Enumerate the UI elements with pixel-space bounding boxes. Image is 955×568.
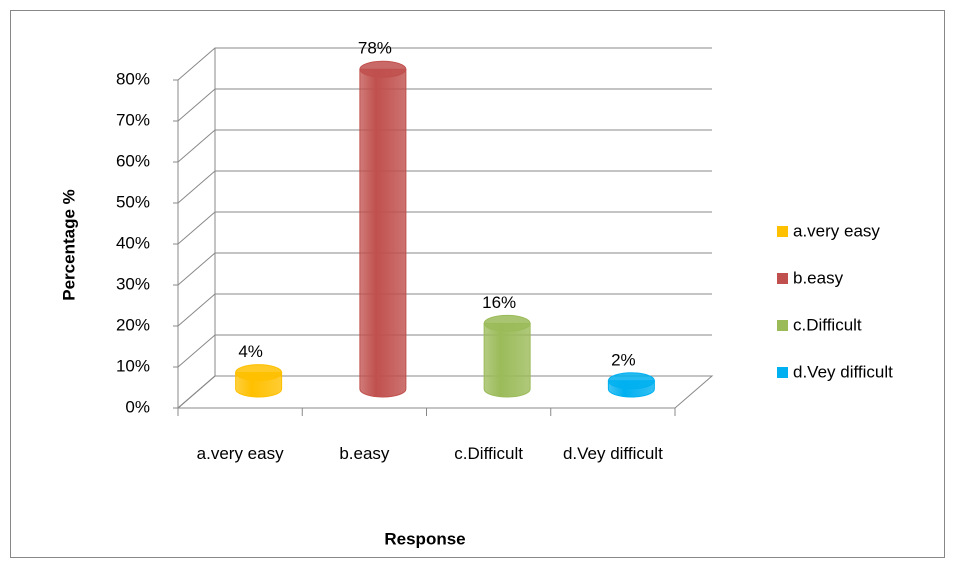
y-tick-label: 30%: [116, 274, 150, 293]
grid-line: [177, 211, 712, 245]
legend-label: d.Vey difficult: [793, 362, 893, 381]
legend-swatch: [777, 226, 788, 237]
y-tick-label: 0%: [125, 397, 150, 416]
x-tick-label: b.easy: [339, 444, 390, 463]
y-tick-label: 10%: [116, 356, 150, 375]
bar: [483, 322, 531, 398]
y-tick-label: 40%: [116, 233, 150, 252]
grid-line: [177, 375, 712, 409]
y-tick-label: 20%: [116, 315, 150, 334]
grid-line: [177, 88, 712, 122]
x-tick-label: d.Vey difficult: [562, 444, 663, 463]
x-tick-label: c.Difficult: [454, 444, 523, 463]
data-label: 2%: [611, 350, 636, 369]
data-label: 16%: [482, 293, 516, 312]
bar-top: [235, 364, 283, 382]
legend-swatch: [777, 273, 788, 284]
grid-line: [177, 334, 712, 368]
bar-top: [483, 314, 531, 332]
legend-swatch: [777, 367, 788, 378]
grid-line: [177, 170, 712, 204]
y-tick-label: 80%: [116, 69, 150, 88]
bar: [359, 68, 407, 398]
bar-top: [359, 60, 407, 78]
grid-line: [177, 47, 712, 81]
data-label: 4%: [238, 342, 263, 361]
grid-line: [177, 293, 712, 327]
legend-label: a.very easy: [793, 221, 880, 240]
y-axis-title: Percentage %: [59, 189, 78, 301]
legend-label: c.Difficult: [793, 315, 862, 334]
data-label: 78%: [358, 39, 392, 58]
grid-line: [177, 129, 712, 163]
bar-top: [607, 372, 655, 390]
grid-line: [177, 252, 712, 286]
y-tick-label: 60%: [116, 151, 150, 170]
y-tick-label: 50%: [116, 192, 150, 211]
y-tick-label: 70%: [116, 110, 150, 129]
legend-swatch: [777, 320, 788, 331]
x-tick-label: a.very easy: [196, 444, 284, 463]
legend-label: b.easy: [793, 268, 844, 287]
x-axis-title: Response: [384, 529, 465, 548]
chart-border: [10, 10, 945, 558]
